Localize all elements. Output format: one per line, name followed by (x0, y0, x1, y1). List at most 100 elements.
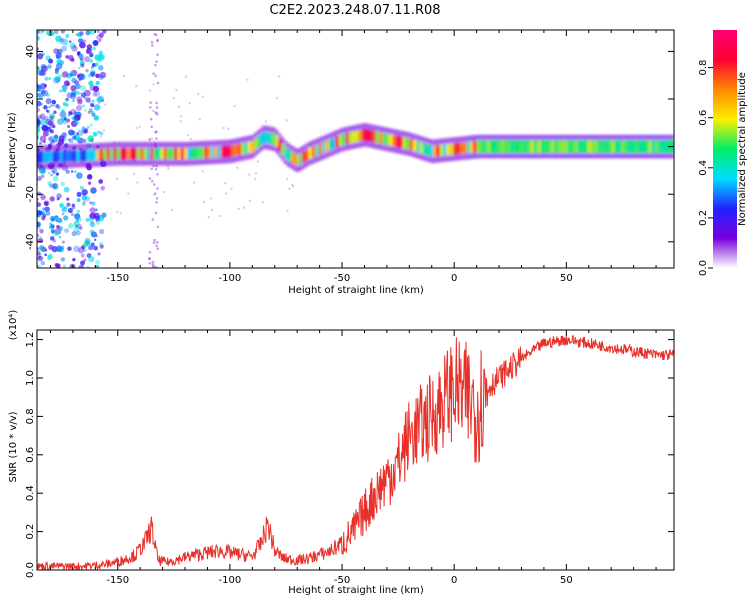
spectrogram-noise-cell (73, 45, 76, 48)
spectrogram-noise-cell (76, 218, 79, 222)
spectrogram-noise-cell (42, 72, 46, 76)
spectrogram-noise-cell (99, 71, 107, 79)
spectrogram-noise-cell (151, 263, 155, 266)
spectrogram-noise-cell (71, 58, 74, 61)
spectrogram-noise-cell (88, 101, 92, 104)
spectrogram-cell (73, 150, 77, 162)
spectrogram-noise-cell (233, 105, 236, 108)
spectrogram-noise-cell (156, 81, 160, 85)
spectrogram-noise-cell (72, 135, 77, 140)
spectrogram-cell (332, 138, 336, 149)
spectrogram-noise-cell (45, 109, 49, 113)
y-tick-label: 0.8 (25, 408, 36, 424)
spectrogram-noise-cell (47, 64, 52, 69)
spectrogram-cell (544, 140, 548, 153)
spectrogram-noise-cell (116, 177, 119, 180)
spectrogram-cell (429, 145, 433, 157)
spectrogram-cell (274, 135, 279, 147)
spectrogram-noise-cell (49, 129, 54, 134)
spectrogram-noise-cell (40, 260, 46, 266)
snr-axes: -150 -100 -50 0 50 0.0 0.2 0.4 0.6 0.8 1.0 1.2 (25, 330, 674, 586)
spectrogram-noise-cell (122, 74, 126, 78)
spectrogram-cell (227, 146, 231, 157)
spectrogram-cell (244, 142, 248, 154)
spectrogram-cell (503, 140, 507, 153)
spectrogram-noise-cell (47, 181, 53, 186)
spectrogram-noise-cell (42, 130, 49, 137)
spectrogram-noise-cell (63, 117, 67, 121)
spectrogram-noise-cell (225, 192, 228, 195)
spectrogram-noise-cell (135, 84, 138, 88)
spectrogram-cell (167, 148, 171, 159)
spectrogram-noise-cell (45, 118, 52, 126)
spectrogram-noise-cell (152, 193, 156, 197)
spectrogram-noise-cell (189, 137, 193, 141)
spectrogram-noise-cell (100, 186, 105, 191)
spectrogram-noise-cell (256, 160, 259, 163)
spectrogram-noise-cell (42, 207, 46, 211)
y-tick-label: 0.6 (25, 447, 36, 463)
spectrogram-noise-cell (78, 91, 81, 95)
spectrogram-cell (638, 140, 642, 153)
spectrogram-noise-cell (99, 131, 104, 136)
spectrogram-cell (261, 132, 265, 144)
spectrogram-noise-cell (95, 208, 98, 212)
spectrogram-cell (136, 148, 141, 159)
spectrogram-noise-cell (154, 63, 157, 67)
spectrogram-noise-cell (69, 40, 72, 43)
spectrogram-noise-cell (162, 190, 166, 194)
spectrogram-noise-cell (151, 265, 155, 268)
spectrogram-noise-cell (254, 172, 258, 175)
spectrogram-cell (496, 140, 501, 153)
spectrogram-noise-cell (153, 192, 157, 195)
spectrogram-noise-cell (90, 103, 95, 108)
spectrogram-cell (204, 147, 208, 158)
spectrogram-noise-cell (198, 118, 201, 121)
spectrogram-noise-cell (45, 106, 49, 110)
spectrogram-noise-cell (46, 132, 50, 136)
spectrogram-noise-cell (193, 181, 196, 184)
colorbar-tick-label: 0.2 (698, 210, 709, 226)
spectrogram-noise-cell (76, 51, 81, 55)
spectrogram-noise-cell (89, 221, 96, 228)
spectrogram-cell (247, 142, 252, 153)
spectrogram-noise-cell (37, 30, 40, 35)
spectrogram-noise-cell (92, 91, 98, 97)
spectrogram-cell (422, 143, 427, 155)
spectrogram-cell (577, 140, 581, 153)
spectrogram-noise-cell (103, 103, 107, 106)
spectrogram-cell (614, 140, 618, 153)
spectrogram-noise-cell (96, 96, 103, 103)
spectrogram-cell (278, 139, 282, 151)
spectrogram-noise-cell (65, 55, 69, 59)
spectrogram-cell (446, 144, 450, 155)
spectrogram-noise-cell (94, 90, 101, 97)
spectrogram-cell (412, 140, 417, 151)
spectrogram-noise-cell (37, 30, 43, 35)
spectrogram-noise-cell (41, 30, 45, 33)
spectrogram-cell (157, 148, 161, 159)
spectrogram-cell (510, 140, 514, 153)
spectrogram-noise-cell (80, 253, 85, 258)
spectrogram-noise-cell (85, 69, 89, 73)
spectrogram-noise-cell (148, 257, 151, 261)
spectrogram-cell (355, 131, 359, 142)
spectrogram-noise-cell (91, 99, 95, 103)
spectrogram-noise-cell (286, 209, 289, 212)
spectrogram-cell (490, 140, 494, 153)
spectrogram-noise-cell (58, 74, 63, 79)
spectrogram-cell (345, 133, 349, 144)
spectrogram-noise-cell (87, 181, 92, 185)
spectrogram-noise-cell (197, 92, 200, 96)
x-tick-label: 50 (560, 273, 573, 284)
spectrogram-noise-cell (47, 120, 54, 126)
spectrogram-noise-cell (51, 104, 55, 107)
spectrogram-noise-cell (50, 224, 55, 229)
spectrogram-noise-cell (37, 35, 40, 41)
snr-frame (36, 329, 675, 571)
spectrogram-noise-cell (67, 113, 71, 117)
spectrogram-cell (308, 148, 312, 159)
x-tick-label: -100 (219, 575, 242, 586)
spectrogram-cell (113, 148, 117, 160)
spectrogram-noise-cell (63, 205, 68, 210)
